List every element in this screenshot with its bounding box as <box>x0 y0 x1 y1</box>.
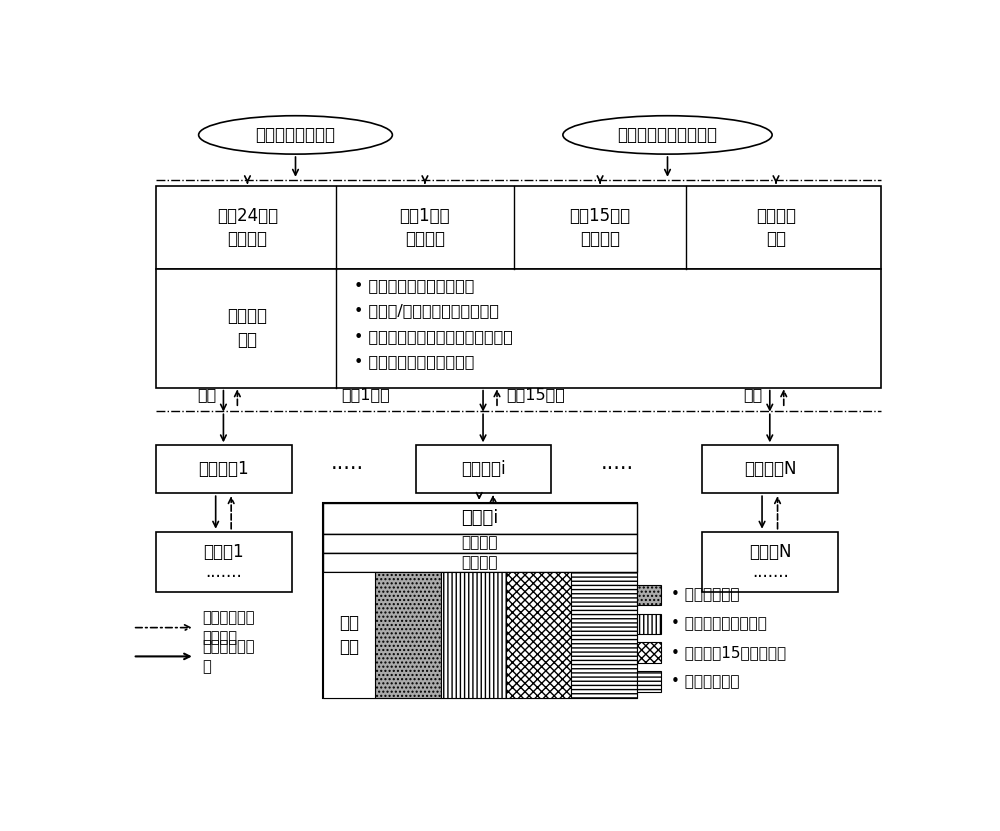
Text: 刚需
负荷: 刚需 负荷 <box>339 614 359 656</box>
Text: 实时负荷
调度: 实时负荷 调度 <box>756 207 796 248</box>
Text: 负荷群i: 负荷群i <box>461 509 498 527</box>
Bar <box>323 553 637 572</box>
Text: ·······: ······· <box>752 568 789 586</box>
Text: 下发的电价信
号: 下发的电价信 号 <box>202 639 255 674</box>
Bar <box>637 642 661 663</box>
Bar <box>637 613 661 634</box>
Text: ·······: ······· <box>205 568 242 586</box>
Bar <box>156 445 292 494</box>
Bar <box>323 572 375 698</box>
Text: 负荷群1: 负荷群1 <box>204 543 244 561</box>
Text: • 柔性负荷资源的优化调度: • 柔性负荷资源的优化调度 <box>354 355 474 370</box>
Text: 负荷群N: 负荷群N <box>749 543 791 561</box>
Bar <box>375 572 441 698</box>
Bar <box>156 532 292 593</box>
Bar <box>323 503 637 534</box>
Text: • 参与日前调度: • 参与日前调度 <box>671 588 739 602</box>
Text: 上报给调控中
心的信息: 上报给调控中 心的信息 <box>202 610 255 645</box>
Text: • 参与实时调度: • 参与实时调度 <box>671 674 739 689</box>
Text: ·····: ····· <box>601 459 634 479</box>
Text: 日内15分钟: 日内15分钟 <box>506 386 565 401</box>
Text: 实时: 实时 <box>743 386 762 401</box>
Text: 日前: 日前 <box>197 386 216 401</box>
Text: • 风功率预测不确定性模型: • 风功率预测不确定性模型 <box>354 278 474 293</box>
Bar <box>637 671 661 691</box>
Bar <box>416 445 551 494</box>
Text: 日前24小时
负荷调度: 日前24小时 负荷调度 <box>217 207 278 248</box>
Text: ·····: ····· <box>331 459 364 479</box>
Bar <box>637 585 661 605</box>
Bar <box>323 534 637 553</box>
Text: • 参与日内15分钟级调度: • 参与日内15分钟级调度 <box>671 645 786 660</box>
Text: 负荷代理1: 负荷代理1 <box>198 460 249 479</box>
Bar <box>702 445 838 494</box>
Text: 系统负荷预测信息: 系统负荷预测信息 <box>256 126 336 144</box>
Bar <box>506 572 571 698</box>
Bar <box>323 503 637 698</box>
Text: 日内1小时: 日内1小时 <box>341 386 390 401</box>
Ellipse shape <box>199 116 392 154</box>
Bar <box>571 572 637 698</box>
Ellipse shape <box>563 116 772 154</box>
Text: 日内1小时
负荷调度: 日内1小时 负荷调度 <box>400 207 450 248</box>
Bar <box>156 186 881 269</box>
Text: • 常规火/水电机组调度计划制定: • 常规火/水电机组调度计划制定 <box>354 303 499 318</box>
Text: • 柔性负荷调度需求信息分析和发布: • 柔性负荷调度需求信息分析和发布 <box>354 329 512 344</box>
Text: 激励合同: 激励合同 <box>461 555 498 570</box>
Bar <box>156 269 881 387</box>
Text: • 参与日内小时级调度: • 参与日内小时级调度 <box>671 617 766 632</box>
Text: 风电机组出力预测信息: 风电机组出力预测信息 <box>618 126 718 144</box>
Text: 负荷代理N: 负荷代理N <box>744 460 796 479</box>
Text: 电网调控
中心: 电网调控 中心 <box>227 307 267 349</box>
Bar <box>702 532 838 593</box>
Text: 电价机制: 电价机制 <box>461 536 498 551</box>
Text: 日内15分钟
负荷调度: 日内15分钟 负荷调度 <box>570 207 631 248</box>
Text: 负荷代理i: 负荷代理i <box>461 460 506 479</box>
Bar <box>441 572 506 698</box>
